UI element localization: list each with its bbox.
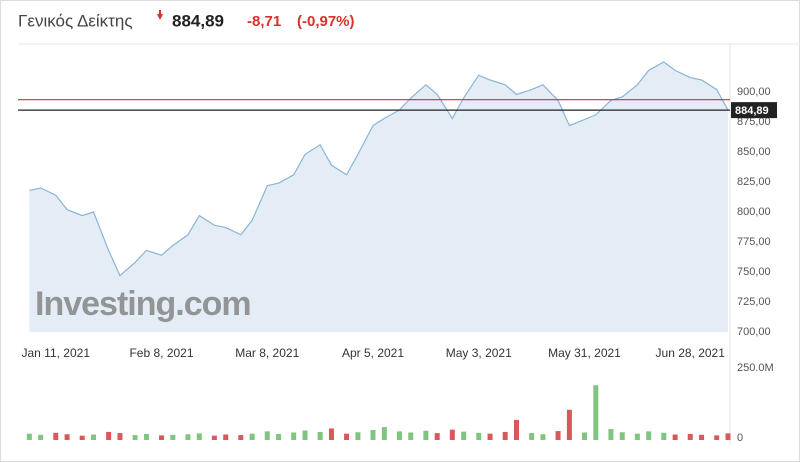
volume-bar <box>699 434 705 440</box>
volume-bar <box>619 432 625 440</box>
area <box>29 62 729 332</box>
y-tick-label: 250.0M <box>737 362 774 374</box>
volume-bar <box>581 432 587 440</box>
volume-bar <box>291 432 297 440</box>
volume-bar <box>276 433 282 440</box>
y-tick-label: 875,00 <box>737 116 771 128</box>
volume-bar <box>196 433 202 440</box>
price: 884,89 <box>172 11 224 30</box>
volume-bar <box>566 409 572 440</box>
change: -8,71 <box>247 13 281 30</box>
index-name: Γενικός Δείκτης <box>18 11 133 30</box>
last-price-box <box>731 102 777 119</box>
y-tick-label: 775,00 <box>737 236 771 248</box>
volume-bar <box>634 433 640 440</box>
volume-bar <box>381 427 387 440</box>
volume-bar <box>79 435 85 440</box>
volume-bar <box>117 433 123 440</box>
volume-bar <box>661 432 667 440</box>
y-tick-label: 800,00 <box>737 206 771 218</box>
volume-bar <box>555 431 561 440</box>
volume-bar <box>64 434 70 440</box>
volume-bar <box>249 433 255 440</box>
volume-bar <box>423 430 429 440</box>
volume-bar <box>725 433 731 440</box>
y-tick-label: 0 <box>737 432 743 444</box>
volume-bar <box>106 431 112 440</box>
y-tick-label: 825,00 <box>737 176 771 188</box>
volume-bar <box>26 433 32 440</box>
x-tick-label: Jan 11, 2021 <box>22 346 91 360</box>
x-tick-label: May 31, 2021 <box>548 346 621 360</box>
y-tick-label: 725,00 <box>737 296 771 308</box>
volume-bar <box>672 434 678 440</box>
volume-bar <box>370 429 376 440</box>
change-percent: (-0,97%) <box>297 13 355 30</box>
x-tick-label: Mar 8, 2021 <box>235 346 299 360</box>
x-tick-label: Feb 8, 2021 <box>129 346 193 360</box>
volume-bar <box>540 434 546 440</box>
volume-bar <box>53 432 59 440</box>
y-tick-label: 900,00 <box>737 86 771 98</box>
volume-bar <box>408 432 414 440</box>
down-arrow <box>157 10 163 20</box>
volume-bar <box>396 431 402 440</box>
volume-bar <box>264 431 270 440</box>
volume-bar <box>487 433 493 440</box>
volume-bar <box>529 433 535 440</box>
x-tick-label: Jun 28, 2021 <box>656 346 726 360</box>
volume-bar <box>211 435 217 440</box>
volume-bar <box>170 434 176 440</box>
last-price-label: 884,89 <box>735 105 769 117</box>
volume-bar <box>514 419 520 440</box>
volume-bar <box>185 434 191 440</box>
volume-bar <box>302 430 308 440</box>
volume-bar <box>38 434 44 440</box>
x-tick-label: Apr 5, 2021 <box>342 346 404 360</box>
volume-bar <box>593 385 599 440</box>
volume-bar <box>328 428 334 440</box>
volume-bar <box>238 435 244 440</box>
volume-bar <box>608 429 614 440</box>
volume-bar <box>91 434 97 440</box>
volume-bar <box>355 432 361 440</box>
volume-bar <box>449 429 455 440</box>
volume-bar <box>317 431 323 440</box>
volume-bar <box>502 431 508 440</box>
y-tick-label: 850,00 <box>737 146 771 158</box>
volume-bar <box>646 431 652 440</box>
volume-bar <box>223 434 229 440</box>
y-tick-label: 750,00 <box>737 266 771 278</box>
volume-bar <box>714 435 720 440</box>
volume-bar <box>143 433 149 440</box>
volume-bar <box>159 435 165 440</box>
watermark: Investing.com <box>35 285 251 323</box>
volume-bar <box>687 433 693 440</box>
volume-bar <box>461 431 467 440</box>
volume-bar <box>132 435 138 440</box>
volume-bar <box>476 432 482 440</box>
volume-bar <box>344 433 350 440</box>
volume-bar <box>434 433 440 440</box>
x-tick-label: May 3, 2021 <box>446 346 512 360</box>
y-tick-label: 700,00 <box>737 326 771 338</box>
